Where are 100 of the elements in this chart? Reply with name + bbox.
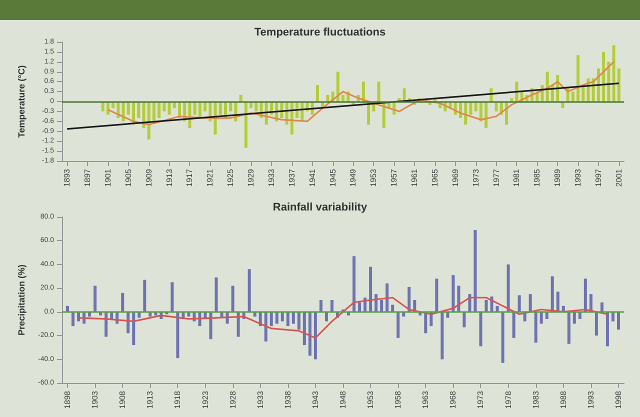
bar	[484, 300, 488, 312]
bar	[308, 312, 312, 356]
x-tick-label: 1985	[532, 168, 542, 187]
x-tick-label: 1929	[246, 168, 256, 187]
bar	[576, 55, 580, 102]
x-tick-label: 1943	[310, 390, 320, 409]
x-tick-label: 1928	[228, 390, 238, 409]
bar	[362, 82, 365, 102]
bar	[231, 286, 234, 312]
x-tick-label: 1921	[206, 168, 215, 187]
bar	[567, 312, 570, 344]
bar	[143, 280, 146, 312]
y-axis-title: Precipitation (%)	[16, 264, 26, 336]
bar	[612, 45, 616, 102]
bar	[602, 52, 606, 102]
bar	[440, 312, 444, 360]
bar	[496, 306, 499, 312]
bar	[302, 312, 306, 346]
line-series	[78, 296, 608, 339]
chart-title: Rainfall variability	[272, 202, 368, 214]
bar	[352, 256, 356, 312]
bar	[244, 102, 248, 148]
bar	[474, 230, 477, 312]
bar	[336, 72, 340, 102]
bar	[326, 94, 330, 102]
bar	[506, 264, 510, 312]
bar	[358, 302, 362, 312]
x-tick-label: 1893	[62, 168, 72, 187]
bar	[512, 312, 516, 338]
x-tick-label: 1941	[308, 168, 317, 187]
x-tick-label: 1945	[328, 168, 338, 187]
chart-title: Temperature fluctuations	[254, 26, 386, 38]
bar	[239, 94, 242, 102]
x-tick-label: 1961	[410, 168, 420, 187]
bar	[158, 102, 161, 118]
x-tick-label: 1925	[226, 168, 236, 187]
x-tick-label: 1909	[144, 168, 154, 187]
bar	[424, 312, 428, 334]
bar	[528, 294, 532, 312]
x-tick-label: 1938	[283, 390, 292, 409]
x-tick-label: 1908	[118, 390, 128, 409]
bar	[518, 295, 521, 312]
x-tick-label: 1901	[103, 168, 112, 187]
x-tick-label: 1993	[586, 390, 596, 409]
bar	[479, 312, 482, 346]
bar	[584, 278, 587, 312]
bar	[435, 278, 438, 312]
x-tick-label: 1969	[450, 168, 460, 187]
bar	[457, 286, 460, 312]
bar	[170, 282, 174, 312]
x-tick-label: 1977	[492, 168, 501, 187]
x-tick-label: 1903	[90, 390, 100, 409]
bar	[66, 306, 70, 312]
bar	[297, 312, 300, 330]
x-tick-label: 1933	[266, 168, 276, 187]
x-tick-label: 1933	[256, 390, 265, 409]
x-tick-label: 1998	[614, 390, 623, 409]
x-tick-label: 1897	[83, 168, 92, 187]
bar	[510, 98, 514, 102]
x-tick-label: 1973	[476, 390, 486, 409]
bar	[462, 312, 466, 328]
bar	[501, 312, 504, 363]
bar	[137, 102, 140, 118]
x-tick-label: 1923	[200, 390, 210, 409]
x-tick-label: 1957	[390, 168, 399, 187]
bar	[270, 312, 273, 326]
bar	[330, 300, 334, 312]
bar	[571, 92, 574, 102]
bar	[534, 312, 538, 343]
bar	[377, 82, 380, 102]
x-tick-label: 1973	[471, 168, 480, 187]
x-tick-label: 1917	[185, 168, 194, 187]
bar	[386, 283, 389, 312]
x-tick-label: 2001	[614, 168, 624, 187]
bar	[396, 312, 400, 338]
x-tick-label: 1898	[63, 390, 72, 409]
x-tick-label: 1978	[504, 390, 513, 409]
bar	[342, 94, 344, 102]
bar	[556, 292, 560, 312]
x-tick-label: 1953	[366, 390, 376, 409]
bar	[319, 300, 322, 312]
bar	[248, 269, 251, 312]
x-tick-label: 1913	[164, 168, 174, 187]
bar	[452, 275, 455, 312]
y-axis-title: Temperature (°C)	[16, 65, 26, 138]
x-tick-label: 1993	[574, 168, 583, 187]
bar	[152, 102, 156, 122]
x-tick-label: 1913	[146, 390, 155, 409]
bar	[550, 276, 554, 312]
x-tick-label: 1948	[338, 390, 348, 409]
x-tick-label: 1983	[531, 390, 540, 409]
bar	[121, 292, 124, 312]
bar	[214, 277, 218, 312]
bar	[616, 312, 620, 330]
bar	[606, 312, 609, 346]
bar	[314, 312, 317, 360]
bar	[515, 82, 518, 102]
x-tick-label: 1965	[430, 168, 440, 187]
x-tick-label: 1997	[594, 168, 603, 187]
x-tick-label: 1937	[287, 168, 296, 187]
